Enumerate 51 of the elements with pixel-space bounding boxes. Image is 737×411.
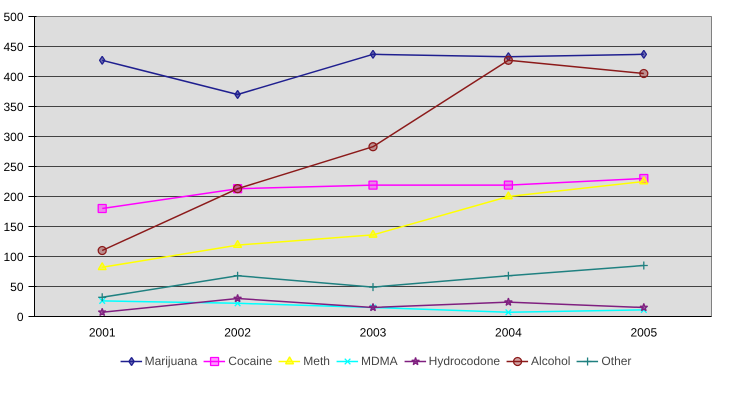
point [504,271,514,280]
point [504,308,512,316]
y-tick-label: 100 [3,250,24,264]
point [504,56,514,65]
x-tick-label: 2004 [495,326,522,340]
x-tick-label: 2005 [630,326,658,340]
point [504,180,514,190]
x-tick-label: 2002 [224,326,252,340]
point [504,191,514,200]
y-tick-label: 350 [3,100,24,114]
point [234,90,241,100]
point [98,246,107,256]
point [639,68,648,78]
legend-label: Meth [303,354,330,368]
y-tick-label: 150 [3,220,24,234]
point [639,302,648,312]
point [639,260,648,270]
point [234,300,242,307]
y-tick-label: 200 [3,190,24,204]
point [504,297,513,306]
legend-label: MDMA [360,354,398,368]
point [368,282,378,292]
legend-label: Alcohol [531,354,570,368]
y-tick-label: 450 [3,40,24,54]
y-tick-label: 500 [3,10,24,24]
point [368,180,378,190]
point [98,56,106,65]
point [640,50,648,59]
y-tick-label: 50 [10,280,24,294]
point [98,204,107,214]
x-tick-label: 2003 [360,326,387,340]
point [639,176,648,184]
legend-label: Marijuana [144,354,198,368]
point [232,240,242,248]
legend-label: Other [601,354,632,368]
y-tick-label: 300 [3,130,24,144]
x-tick-label: 2001 [88,326,116,340]
point [370,50,376,59]
point [98,292,107,302]
point [233,294,242,302]
y-tick-label: 400 [3,70,24,84]
y-tick-label: 250 [3,160,24,174]
legend-label: Cocaine [228,354,272,368]
legend-label: Hydrocodone [428,354,500,368]
y-tick-label: 0 [16,310,24,324]
point [232,271,242,280]
point [98,262,107,270]
point [98,297,106,304]
point [98,308,107,316]
point [368,230,378,238]
point [368,142,378,152]
